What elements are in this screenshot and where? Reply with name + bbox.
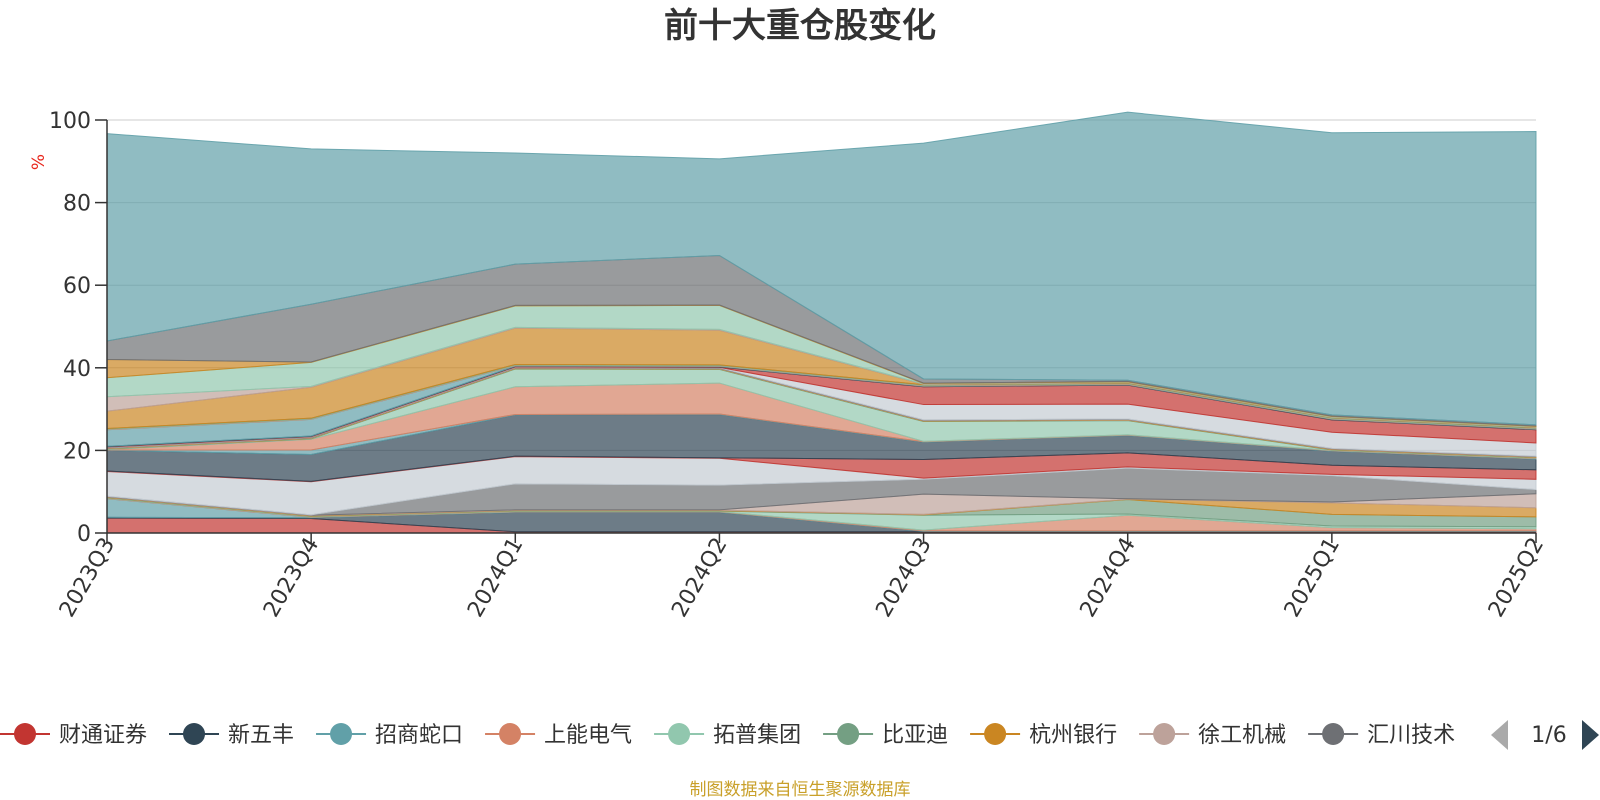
legend-dot-marker bbox=[837, 723, 860, 745]
triangle-left-icon[interactable] bbox=[1491, 720, 1508, 750]
legend-label: 杭州银行 bbox=[1029, 723, 1117, 748]
legend-dot-marker bbox=[668, 723, 691, 745]
legend-pager: 1/6 bbox=[1491, 720, 1599, 750]
legend-label: 财通证券 bbox=[59, 723, 147, 748]
legend-item[interactable]: 比亚迪 bbox=[823, 723, 948, 748]
y-tick-label: 60 bbox=[63, 274, 91, 299]
legend-dot-marker bbox=[14, 723, 36, 745]
x-tick-label: 2024Q4 bbox=[1076, 534, 1141, 622]
legend-dot-marker bbox=[984, 723, 1007, 745]
x-tick-label: 2024Q1 bbox=[463, 534, 528, 622]
x-tick-label: 2025Q1 bbox=[1280, 534, 1345, 622]
legend-label: 上能电气 bbox=[544, 723, 632, 748]
legend-label: 拓普集团 bbox=[713, 723, 801, 748]
x-tick-label: 2024Q2 bbox=[667, 534, 732, 622]
legend-item[interactable]: 新五丰 bbox=[169, 723, 294, 748]
legend-item[interactable]: 汇川技术 bbox=[1308, 723, 1455, 748]
area-series-group bbox=[106, 111, 1537, 534]
legend-item[interactable]: 徐工机械 bbox=[1139, 723, 1286, 748]
legend-dot-marker bbox=[183, 723, 206, 745]
legend-label: 比亚迪 bbox=[882, 723, 948, 748]
legend-dot-marker bbox=[1153, 723, 1176, 745]
legend-label: 新五丰 bbox=[228, 723, 294, 748]
legend: 财通证券 新五丰 招商蛇口 上能电气 拓普集团 比亚迪 杭州银行 徐工机械 汇川技术 bbox=[0, 723, 1455, 748]
legend-page-indicator: 1/6 bbox=[1531, 723, 1566, 748]
triangle-right-icon[interactable] bbox=[1582, 720, 1599, 750]
area-series-32 bbox=[106, 111, 1537, 426]
y-axis-unit-label: % bbox=[29, 154, 49, 170]
legend-item[interactable]: 拓普集团 bbox=[654, 723, 801, 748]
legend-label: 招商蛇口 bbox=[375, 723, 463, 748]
y-tick-label: 80 bbox=[63, 192, 91, 217]
y-tick-label: 0 bbox=[77, 522, 91, 547]
legend-dot-marker bbox=[330, 723, 353, 745]
y-tick-label: 100 bbox=[49, 109, 91, 134]
chart-title: 前十大重仓股变化 bbox=[664, 6, 936, 46]
y-tick-label: 40 bbox=[63, 357, 91, 382]
x-tick-label: 2024Q3 bbox=[871, 534, 936, 622]
legend-dot-marker bbox=[499, 723, 522, 745]
legend-item[interactable]: 财通证券 bbox=[0, 723, 147, 748]
y-tick-label: 20 bbox=[63, 439, 91, 464]
legend-item[interactable]: 杭州银行 bbox=[970, 723, 1117, 748]
legend-item[interactable]: 招商蛇口 bbox=[316, 723, 463, 748]
x-tick-label: 2023Q4 bbox=[259, 534, 324, 622]
legend-dot-marker bbox=[1322, 723, 1345, 745]
legend-label: 汇川技术 bbox=[1367, 723, 1455, 748]
data-source-note: 制图数据来自恒生聚源数据库 bbox=[690, 780, 911, 800]
x-tick-label: 2025Q2 bbox=[1484, 534, 1549, 622]
legend-label: 徐工机械 bbox=[1198, 723, 1286, 748]
legend-item[interactable]: 上能电气 bbox=[485, 723, 632, 748]
